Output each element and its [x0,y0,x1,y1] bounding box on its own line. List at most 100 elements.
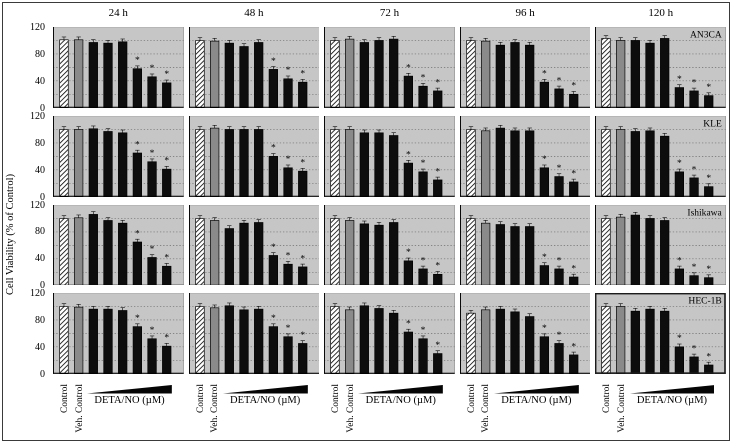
bar-control [330,306,340,374]
panel-ishikawa-48-h: * * * [188,204,320,286]
bar-dose-3 [660,135,670,197]
bar-dose-6 [704,186,714,197]
bar-veh-control [480,309,491,374]
bar-dose-2 [103,130,113,197]
panel-hec-1b-96-h: * * * [459,293,591,374]
bar-control [194,40,205,108]
panel-ishikawa-72-h: * * * [324,204,455,286]
significance-asterisk: * [285,66,290,76]
bar-dose-2 [645,217,656,286]
significance-asterisk: * [707,353,712,363]
y-tick-gutter-ishikawa: 120 80 40 0 [8,200,48,292]
x-tick-veh-control: Veh. Control [74,384,85,433]
bar-dose-5 [418,338,428,374]
significance-asterisk: * [677,256,682,266]
bar-veh-control [616,216,626,286]
significance-asterisk: * [677,75,682,85]
time-header-24-h: 24 h [108,7,128,19]
x-axis-labels-24-h: Control Veh. Control DETA/NO (µM) [53,382,184,439]
significance-asterisk: * [150,149,155,159]
significance-asterisk: * [300,158,305,168]
bar-veh-control [74,307,84,374]
y-tick-label: 80 [35,48,45,60]
significance-asterisk: * [556,164,561,174]
panel-an3ca-120-h: * * * AN3CA [595,27,726,108]
bar-dose-1 [88,213,98,286]
y-tick-label: 80 [35,315,45,327]
bar-dose-2 [238,46,249,108]
significance-asterisk: * [150,244,155,254]
bar-control [194,217,205,286]
significance-asterisk: * [135,140,140,150]
bar-veh-control [74,216,84,286]
bar-dose-5 [147,161,157,197]
bar-dose-5 [147,76,157,108]
bar-dose-4 [403,75,414,108]
significance-asterisk: * [571,82,576,92]
x-tick-veh-control: Veh. Control [617,384,628,433]
panel-plot: * * * Ishikawa [595,204,726,286]
y-tick-gutter-kle: 120 80 40 0 [8,111,48,203]
bar-veh-control [480,222,491,286]
panel-kle-24-h: * * * [53,115,184,197]
bar-veh-control [616,128,626,197]
significance-asterisk: * [421,74,426,84]
bar-dose-3 [660,311,670,374]
bar-dose-2 [238,309,249,374]
significance-asterisk: * [406,150,411,160]
bar-dose-1 [495,44,505,108]
significance-asterisk: * [285,155,290,165]
dose-axis-label: DETA/NO (µM) [230,395,301,406]
bar-control [601,306,611,374]
bar-dose-4 [675,268,685,286]
bar-dose-5 [689,356,700,374]
panel-hec-1b-72-h: * * * [324,293,455,374]
significance-asterisk: * [406,248,411,258]
bar-dose-5 [554,343,564,374]
panel-ishikawa-96-h: * * * [459,204,591,286]
bar-dose-6 [704,95,714,108]
significance-asterisk: * [150,64,155,74]
x-tick-veh-control: Veh. Control [210,384,221,433]
bar-dose-3 [118,222,128,286]
panel-hec-1b-48-h: * * * [188,293,320,374]
y-tick-label: 40 [35,164,45,176]
bar-control [330,40,340,108]
dose-axis-label: DETA/NO (µM) [501,395,572,406]
bar-control [330,128,340,197]
y-tick-label: 40 [35,253,45,265]
bar-dose-6 [297,343,307,374]
x-tick-control: Control [59,384,70,414]
bar-dose-1 [359,223,370,286]
dose-wedge [87,384,172,394]
bar-dose-6 [568,276,579,286]
bar-dose-2 [103,219,113,286]
bar-dose-2 [510,42,520,108]
bar-dose-5 [283,167,293,197]
time-header-48-h: 48 h [244,7,264,19]
significance-asterisk: * [692,345,697,355]
panel-plot: * * * [459,27,591,108]
y-tick-label: 0 [40,102,45,114]
bar-dose-6 [297,81,307,108]
cell-line-label: KLE [704,119,723,129]
bar-veh-control [345,128,355,197]
bar-dose-3 [524,316,535,374]
bar-dose-3 [253,42,263,108]
panel-kle-72-h: * * * [324,115,455,197]
bar-dose-2 [645,130,656,197]
bar-dose-3 [524,44,535,108]
bar-veh-control [74,39,84,108]
bar-veh-control [345,38,355,108]
significance-asterisk: * [556,331,561,341]
significance-asterisk: * [677,159,682,169]
panel-plot: * * * [53,115,184,197]
significance-asterisk: * [135,314,140,324]
significance-asterisk: * [300,254,305,264]
panel-plot: * * * [324,115,455,197]
bar-veh-control [480,130,491,197]
bar-dose-5 [554,88,564,108]
bar-veh-control [616,40,626,108]
bar-dose-4 [539,264,549,286]
x-tick-control: Control [466,384,477,414]
